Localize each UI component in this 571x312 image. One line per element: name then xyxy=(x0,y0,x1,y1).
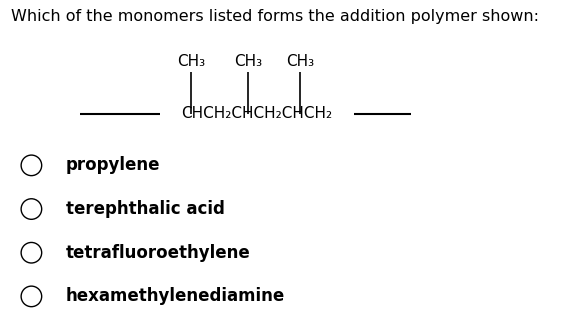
Text: tetrafluoroethylene: tetrafluoroethylene xyxy=(66,244,251,262)
Text: terephthalic acid: terephthalic acid xyxy=(66,200,224,218)
Text: hexamethylenediamine: hexamethylenediamine xyxy=(66,287,285,305)
Text: CHCH₂CHCH₂CHCH₂: CHCH₂CHCH₂CHCH₂ xyxy=(182,106,332,121)
Text: CH₃: CH₃ xyxy=(234,54,263,69)
Text: CH₃: CH₃ xyxy=(286,54,314,69)
Text: Which of the monomers listed forms the addition polymer shown:: Which of the monomers listed forms the a… xyxy=(11,9,540,24)
Text: CH₃: CH₃ xyxy=(177,54,206,69)
Text: propylene: propylene xyxy=(66,156,160,174)
